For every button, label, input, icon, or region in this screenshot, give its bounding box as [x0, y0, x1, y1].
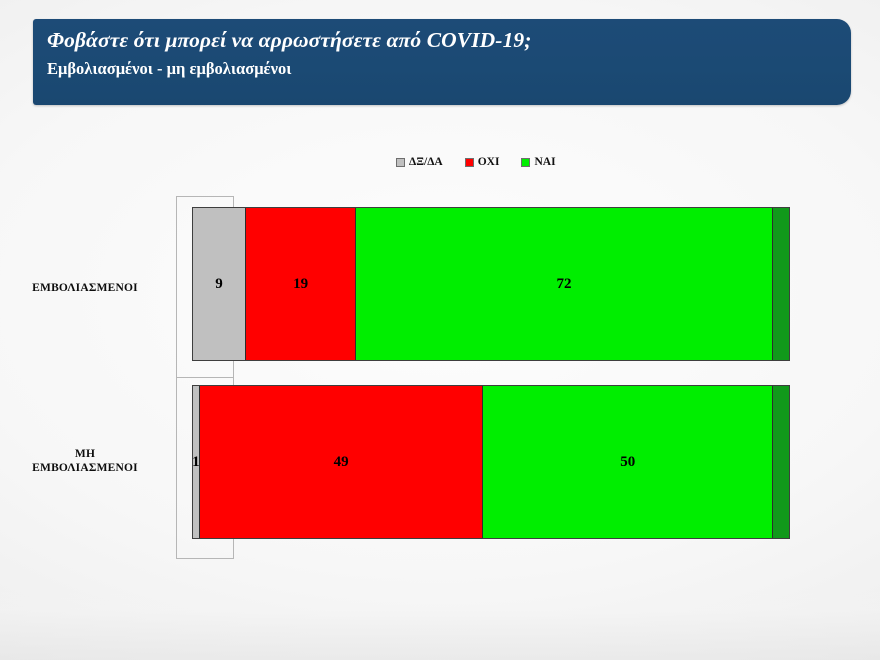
category-axis-tick	[176, 196, 234, 197]
category-label-vaccinated: ΕΜΒΟΛΙΑΣΜΕΝΟΙ	[5, 281, 165, 295]
bar-row-vaccinated[interactable]: 9 19 72	[192, 207, 790, 361]
bar-segment-oxi[interactable]: 19	[245, 208, 356, 360]
footer-band: alco The pulse of society	[0, 588, 880, 660]
bar-segment-nai[interactable]: 50	[482, 386, 772, 538]
bar-value-dxda: 9	[215, 275, 223, 292]
bar-segment-cap	[771, 386, 789, 538]
bar-row-unvaccinated[interactable]: 1 49 50	[192, 385, 790, 539]
bar-segment-oxi[interactable]: 49	[198, 386, 483, 538]
legend-item-dxda[interactable]: ΔΞ/ΔΑ	[396, 156, 443, 169]
legend-swatch-red-icon	[464, 158, 474, 168]
legend-swatch-gray-icon	[396, 158, 405, 168]
category-label-line: ΕΜΒΟΛΙΑΣΜΕΝΟΙ	[32, 282, 138, 294]
category-label-line: ΜΗ	[74, 448, 96, 460]
page-title: Φοβάστε ότι μπορεί να αρρωστήσετε από CO…	[47, 28, 532, 52]
bar-value-oxi: 19	[293, 275, 309, 292]
bar-value-nai: 72	[556, 275, 572, 292]
category-axis-tick	[176, 558, 234, 559]
legend-swatch-green-icon	[521, 158, 531, 168]
page-subtitle: Εμβολιασμένοι - μη εμβολιασμένοι	[47, 59, 292, 78]
category-label-unvaccinated: ΜΗ ΕΜΒΟΛΙΑΣΜΕΝΟΙ	[5, 447, 165, 476]
bar-segment-nai[interactable]: 72	[355, 208, 772, 360]
legend-label-oxi: ΟΧΙ	[477, 156, 500, 168]
bar-value-nai: 50	[620, 453, 636, 470]
bar-segment-cap	[771, 208, 789, 360]
chart-legend: ΔΞ/ΔΑ ΟΧΙ ΝΑΙ	[396, 156, 556, 169]
category-label-line: ΕΜΒΟΛΙΑΣΜΕΝΟΙ	[32, 462, 138, 475]
legend-label-nai: ΝΑΙ	[534, 156, 556, 168]
category-axis-tick	[176, 377, 234, 378]
legend-item-oxi[interactable]: ΟΧΙ	[464, 156, 500, 169]
legend-label-dxda: ΔΞ/ΔΑ	[409, 156, 443, 168]
bar-value-oxi: 49	[333, 453, 349, 470]
title-banner: Φοβάστε ότι μπορεί να αρρωστήσετε από CO…	[33, 19, 851, 105]
legend-item-nai[interactable]: ΝΑΙ	[521, 156, 556, 169]
bar-segment-dxda[interactable]: 9	[193, 208, 246, 360]
